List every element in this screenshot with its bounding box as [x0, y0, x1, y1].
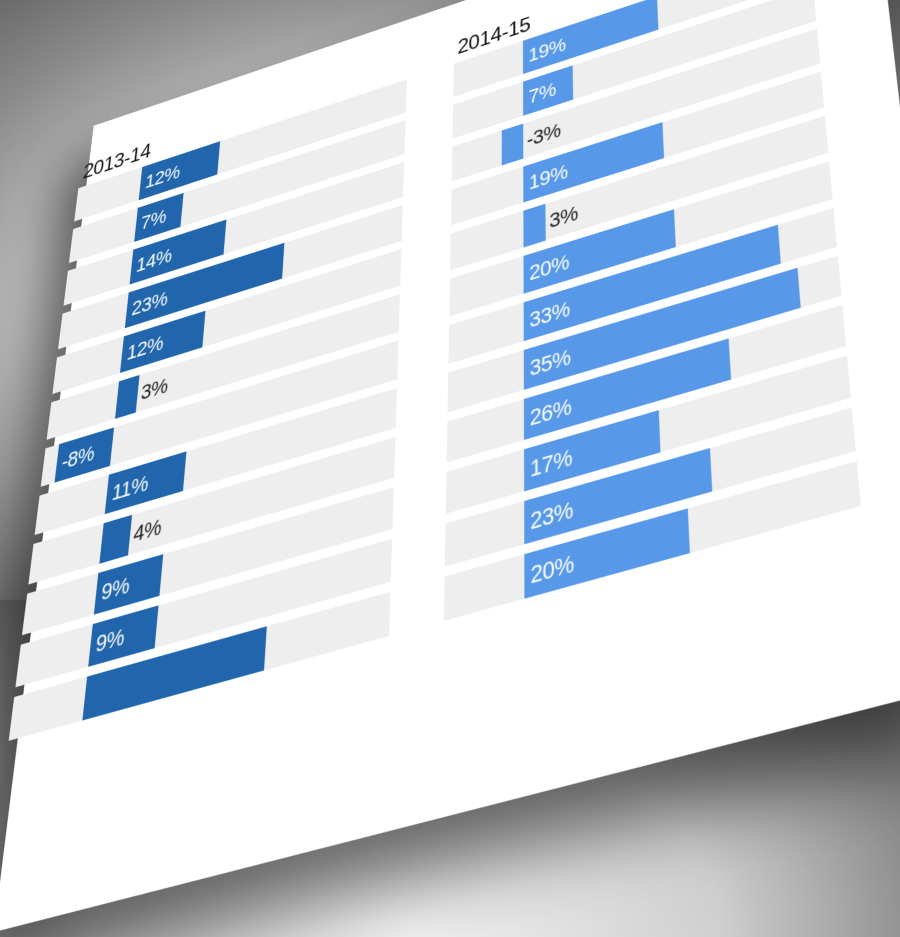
bar-value-label: 3% [139, 373, 169, 405]
bar-rows-2014-15: 19% 7% -3% 19% 3% 20% 33% 35% 26% 17% 23% 20% [443, 0, 861, 621]
bar-value-label: 7% [528, 77, 556, 109]
bar-value-label: 9% [94, 623, 126, 658]
bar-value-label: -3% [526, 118, 561, 152]
bar-value-label: -8% [60, 440, 96, 475]
bar-value-label: 14% [135, 243, 173, 277]
panel-2014-15: 2014-15 19% 7% -3% 19% 3% 20% 33% 35% 26% 17% 23% 2… [443, 0, 862, 631]
bar-value-label: 20% [529, 249, 570, 286]
chart-stage: 2013-14 12% 7% 14% 23% 12% 3% -8% 11% 4% 9% 9% 201… [8, 0, 861, 741]
bar-value-label: 4% [132, 513, 163, 548]
bar-value-label: 23% [530, 495, 574, 535]
bar-value-label: 35% [529, 343, 571, 382]
bar-value-label: 9% [100, 571, 131, 606]
bar [99, 514, 133, 564]
bar-value-label: 19% [528, 159, 568, 195]
bar-value-label: 11% [110, 470, 150, 506]
bar-value-label: 26% [529, 393, 572, 431]
bar-rows-2013-14: 12% 7% 14% 23% 12% 3% -8% 11% 4% 9% 9% [8, 79, 407, 741]
bar-value-label: 23% [130, 286, 169, 321]
bar-value-label: 20% [530, 549, 574, 590]
bar-value-label: 17% [529, 443, 573, 483]
bar-value-label: 33% [529, 296, 570, 333]
bar [115, 374, 140, 419]
bar-value-label: 3% [549, 200, 579, 233]
bar-value-label: 7% [139, 204, 168, 235]
bar [523, 203, 546, 248]
bar [501, 123, 524, 166]
panel-2013-14: 2013-14 12% 7% 14% 23% 12% 3% -8% 11% 4% 9% 9% [7, 51, 407, 750]
bar-value-label: 12% [125, 330, 165, 365]
